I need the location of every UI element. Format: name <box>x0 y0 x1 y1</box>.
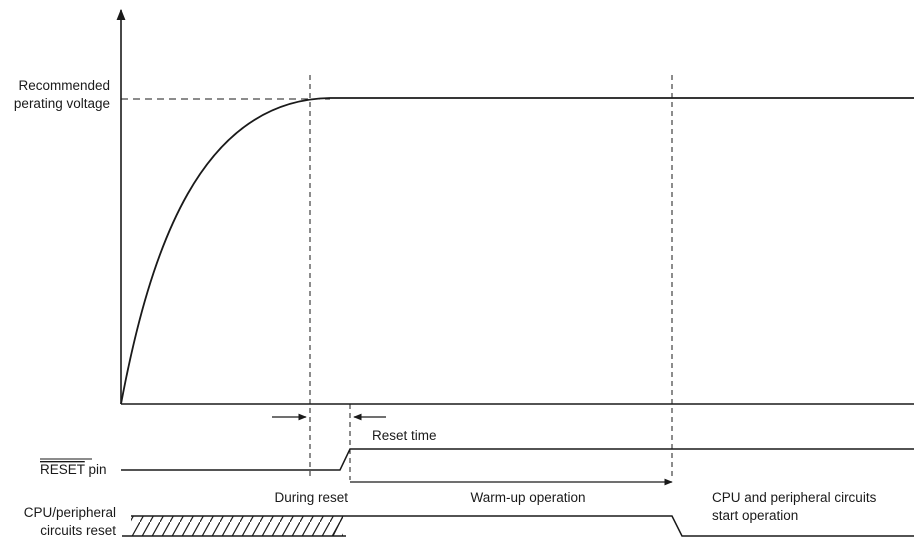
start-operation-label-line1: CPU and peripheral circuits <box>712 490 877 505</box>
voltage-label-line2: perating voltage <box>14 96 110 111</box>
warm-up-label: Warm-up operation <box>470 490 585 505</box>
start-operation-label-line2: start operation <box>712 508 798 523</box>
reset-pin-name: RESET <box>40 462 85 477</box>
supply-voltage-curve <box>120 97 914 405</box>
cpu-reset-waveform <box>122 515 914 537</box>
reset-pin-suffix: pin <box>85 462 107 477</box>
reset-active-hatched-region <box>131 516 343 536</box>
reset-time-label: Reset time <box>372 428 437 443</box>
during-reset-label: During reset <box>274 490 348 505</box>
cpu-reset-label-line1: CPU/peripheral <box>24 505 116 520</box>
hatched-region-edge <box>332 515 344 537</box>
cpu-reset-label-line2: circuits reset <box>40 523 116 538</box>
reset-pin-waveform <box>121 448 914 471</box>
reset-pin-label: RESET pin <box>40 462 107 477</box>
voltage-label-line1: Recommended <box>18 78 110 93</box>
